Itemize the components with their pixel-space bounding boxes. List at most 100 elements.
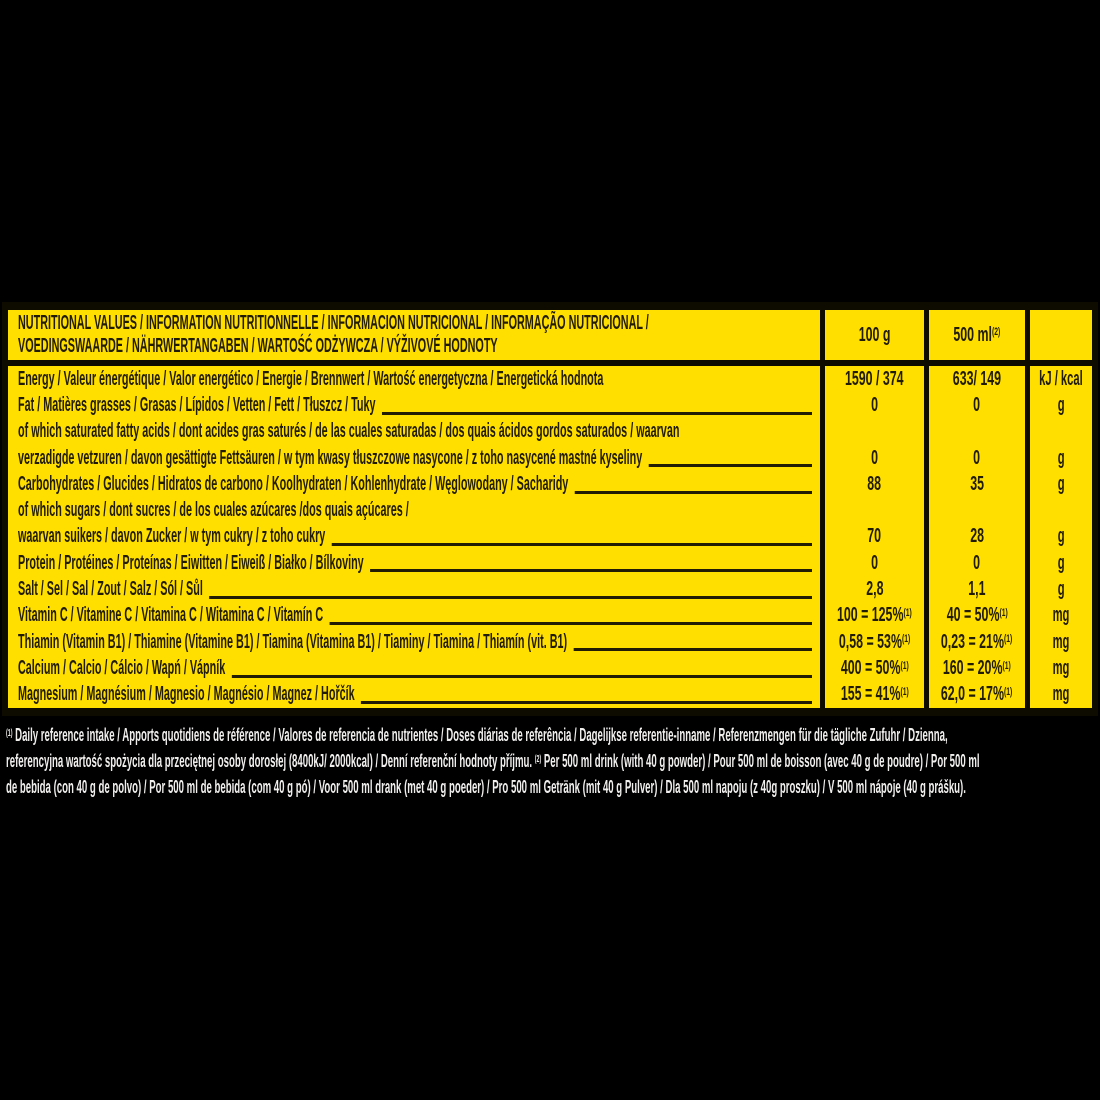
footnote-text: de bebida (con 40 g de polvo) / Por 500 … (6, 776, 966, 797)
unit-label-text: g (1057, 393, 1065, 416)
value-100g-cell: 100 = 125%(1) (820, 602, 924, 630)
nutrient-label: of which sugars / dont sucres / de los c… (18, 499, 416, 523)
value-100g-sup: (1) (903, 606, 912, 619)
footnotes-section: (1) Daily reference intake / Apports quo… (6, 722, 1096, 800)
unit-cell: g (1025, 550, 1092, 577)
value-100g-text: 400 = 50% (840, 657, 901, 680)
value-100g-text: 0 (871, 446, 878, 469)
value-500ml: 1,1 (968, 578, 985, 601)
value-500ml-text: 0 (973, 393, 981, 416)
nutrition-table: NUTRITIONAL VALUES / INFORMATION NUTRITI… (2, 302, 1098, 716)
value-100g-sup: (1) (900, 659, 909, 672)
footnote-line-text: de bebida (con 40 g de polvo) / Por 500 … (6, 774, 966, 800)
nutrient-label-cell: Carbohydrates / Glucides / Hidratos de c… (8, 471, 820, 497)
nutrient-label-cell: Calcium / Calcio / Cálcio / Wapń / Vápní… (8, 655, 820, 681)
unit-label: kJ / kcal (1039, 368, 1083, 391)
unit-label-text: kJ / kcal (1039, 367, 1083, 390)
unit-label: mg (1053, 657, 1070, 680)
nutrient-label-cell: of which sugars / dont sucres / de los c… (8, 498, 820, 524)
value-500ml-cell: 62,0 = 17%(1) (924, 681, 1025, 708)
unit-label: mg (1053, 683, 1070, 706)
nutrient-label: Salt / Sel / Sal / Zout / Salz / Sól / S… (18, 578, 210, 602)
value-100g-cell: 0 (820, 444, 924, 472)
value-500ml-cell: 160 = 20%(1) (924, 655, 1025, 682)
nutrient-label-cell: Fat / Matières grasses / Grasas / Lípido… (8, 392, 820, 418)
value-100g-cell: 2,8 (820, 576, 924, 603)
column-header-unit (1025, 310, 1092, 360)
column-header-100g-text: 100 g (858, 323, 891, 346)
value-100g-text: 88 (867, 472, 882, 495)
footnote-marker: (1) (6, 727, 13, 739)
unit-label-text: mg (1052, 683, 1070, 706)
value-500ml: 0,23 = 21%(1) (941, 631, 1012, 654)
nutrient-label-cell: verzadigde vetzuren / davon gesättigte F… (8, 445, 820, 471)
footnote-line: (1) Daily reference intake / Apports quo… (6, 722, 1096, 748)
nutrient-label-cell: Protein / Protéines / Proteínas / Eiwitt… (8, 550, 820, 576)
nutrient-label: Energy / Valeur énergétique / Valor ener… (18, 367, 610, 391)
column-header-100g-label: 100 g (859, 324, 891, 347)
column-header-500ml-text: 500 ml (953, 323, 993, 346)
value-100g: 100 = 125%(1) (837, 604, 912, 627)
leader-line (18, 569, 812, 573)
unit-label-text: mg (1052, 630, 1070, 653)
value-500ml-cell: 0 (924, 444, 1025, 472)
nutrient-label-cell: waarvan suikers / davon Zucker / w tym c… (8, 524, 820, 550)
footnote-line-text: referencyjna wartość spożycia dla przeci… (6, 748, 980, 778)
column-header-500ml-sup: (2) (992, 326, 1001, 338)
nutrient-label: Protein / Protéines / Proteínas / Eiwitt… (18, 551, 371, 575)
nutrient-label-cell: Energy / Valeur énergétique / Valor ener… (8, 366, 820, 392)
value-100g-cell: 0 (820, 550, 924, 577)
value-500ml: 62,0 = 17%(1) (941, 683, 1012, 706)
unit-cell: g (1025, 471, 1092, 498)
leader-line (18, 411, 812, 415)
value-500ml: 0 (974, 394, 981, 417)
leader-line (18, 700, 812, 704)
leader-line (18, 595, 812, 599)
unit-cell: mg (1025, 655, 1092, 682)
nutrient-label: Carbohydrates / Glucides / Hidratos de c… (18, 472, 575, 496)
unit-cell: g (1025, 576, 1092, 603)
value-500ml-cell (924, 418, 1025, 445)
footnote-text: Daily reference intake / Apports quotidi… (12, 724, 948, 745)
value-100g: 0 (871, 552, 878, 575)
table-title-line1: NUTRITIONAL VALUES / INFORMATION NUTRITI… (18, 312, 649, 334)
column-header-500ml-label: 500 ml(2) (954, 324, 1001, 347)
value-500ml-cell (924, 497, 1025, 524)
unit-cell: mg (1025, 681, 1092, 708)
value-100g: 0 (871, 394, 878, 417)
nutrient-label: Magnesium / Magnésium / Magnesio / Magné… (18, 683, 362, 707)
value-100g: 0,58 = 53%(1) (839, 631, 910, 654)
value-500ml: 0 (974, 552, 981, 575)
value-100g: 70 (868, 525, 882, 548)
value-100g-text: 2,8 (865, 578, 884, 601)
value-500ml-text: 1,1 (968, 578, 986, 601)
footnote-line-text: (1) Daily reference intake / Apports quo… (6, 722, 948, 752)
value-100g: 1590 / 374 (845, 368, 904, 391)
unit-label: mg (1053, 604, 1070, 627)
value-100g-cell (820, 497, 924, 524)
unit-cell: g (1025, 444, 1092, 472)
value-500ml-sup: (1) (1004, 685, 1013, 698)
value-500ml-text: 633/ 149 (952, 367, 1002, 390)
value-500ml: 28 (970, 525, 984, 548)
value-500ml-cell: 0 (924, 550, 1025, 577)
unit-label: g (1058, 394, 1065, 417)
unit-cell: mg (1025, 602, 1092, 630)
nutrient-label-cell: Magnesium / Magnésium / Magnesio / Magné… (8, 682, 820, 708)
value-500ml-text: 0 (973, 446, 981, 469)
nutrient-label: of which saturated fatty acids / dont ac… (18, 420, 686, 444)
value-500ml-text: 28 (970, 525, 984, 548)
nutrient-label: Thiamin (Vitamin B1) / Thiamine (Vitamin… (18, 630, 574, 654)
value-500ml-cell: 0 (924, 392, 1025, 419)
unit-cell (1025, 497, 1092, 524)
leader-line (18, 543, 812, 547)
column-header-100g: 100 g (820, 310, 924, 360)
unit-label: g (1058, 473, 1065, 496)
unit-label: mg (1053, 631, 1070, 654)
value-500ml-cell: 1,1 (924, 576, 1025, 603)
value-500ml-text: 40 = 50% (946, 604, 1000, 627)
value-100g-text: 0,58 = 53% (838, 630, 902, 653)
nutrient-label-cell: Vitamin C / Vitamine C / Vitamina C / Wi… (8, 603, 820, 629)
value-100g-cell: 155 = 41%(1) (820, 681, 924, 708)
table-body: Energy / Valeur énergétique / Valor ener… (8, 366, 1092, 708)
